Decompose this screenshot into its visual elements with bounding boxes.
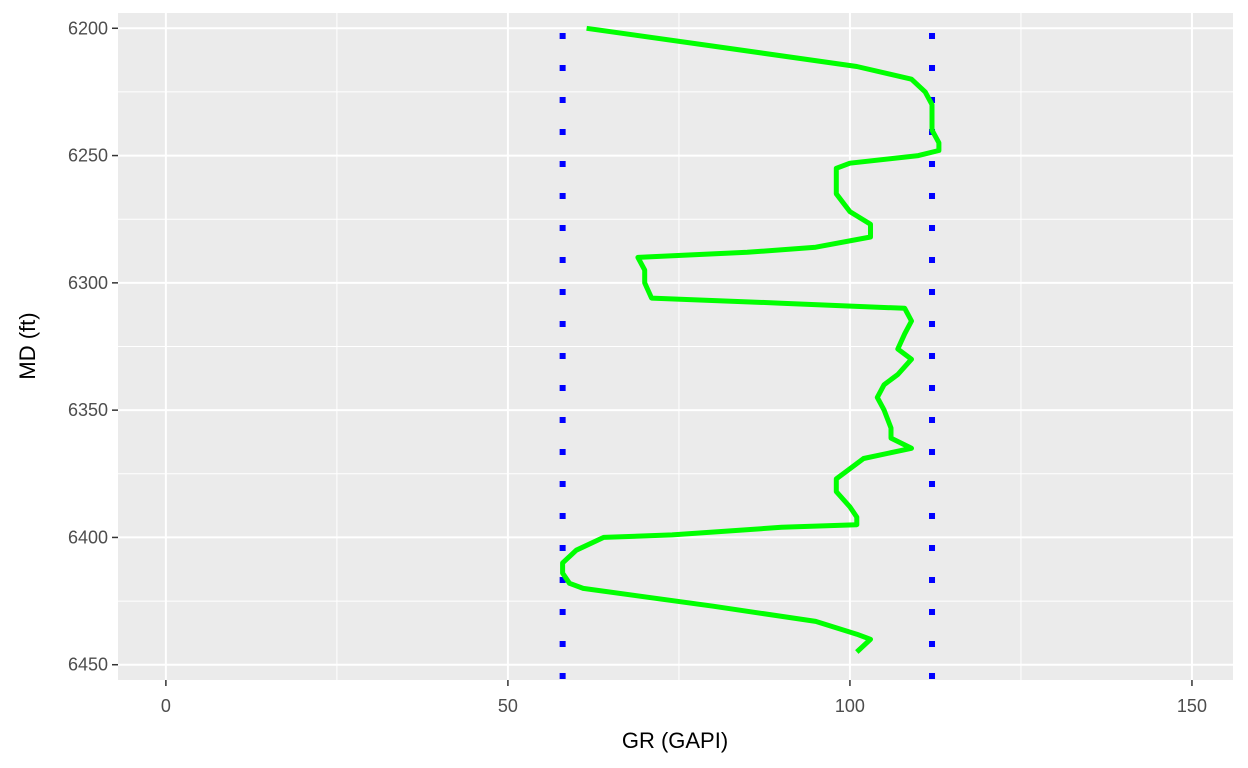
y-tick-label: 6350 xyxy=(68,400,108,420)
x-tick-label: 100 xyxy=(835,696,865,716)
x-tick-label: 150 xyxy=(1177,696,1207,716)
x-axis-ticks: 0 50 100 150 xyxy=(161,680,1207,716)
grid-major xyxy=(118,13,1233,680)
y-tick-label: 6300 xyxy=(68,273,108,293)
x-tick-label: 50 xyxy=(498,696,518,716)
reference-lines xyxy=(559,33,936,680)
y-axis-ticks: 6200 6250 6300 6350 6400 6450 xyxy=(68,18,118,675)
y-tick-label: 6450 xyxy=(68,655,108,675)
series-layer xyxy=(560,25,942,654)
x-tick-label: 0 xyxy=(161,696,171,716)
y-tick-label: 6200 xyxy=(68,18,108,38)
series-line xyxy=(560,25,942,654)
y-axis-title: MD (ft) xyxy=(15,312,40,379)
x-axis-title: GR (GAPI) xyxy=(622,728,728,753)
y-tick-label: 6400 xyxy=(68,527,108,547)
y-tick-label: 6250 xyxy=(68,146,108,166)
